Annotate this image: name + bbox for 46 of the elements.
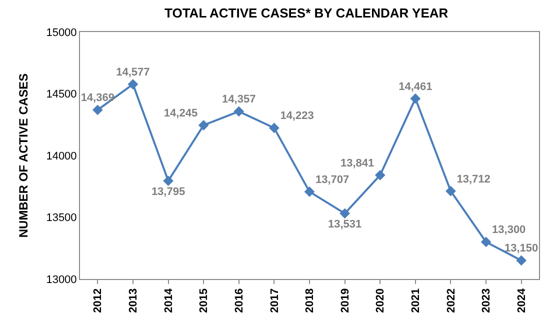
x-tick-label: 2021: [410, 288, 422, 313]
point: [92, 104, 103, 116]
data-label: 14,577: [116, 66, 150, 78]
x-tick-label: 2020: [374, 288, 387, 313]
chart-title: TOTAL ACTIVE CASES* BY CALENDAR YEAR: [164, 5, 449, 20]
x-tick-label: 2022: [445, 288, 458, 313]
y-tick-label: 13000: [46, 274, 77, 286]
data-label: 13,707: [316, 174, 350, 186]
x-tick-label: 2018: [304, 288, 316, 313]
x-tick-label: 2016: [233, 288, 246, 313]
point: [268, 122, 280, 134]
data-label: 13,841: [340, 157, 374, 170]
data-label: 13,795: [151, 186, 186, 198]
data-label: 13,150: [504, 242, 538, 255]
x-tick-label: 2023: [480, 288, 493, 313]
y-tick-label: 14500: [46, 88, 77, 101]
data-label: 14,245: [164, 107, 198, 120]
x-tick-label: 2017: [268, 288, 281, 313]
point: [374, 170, 386, 180]
point: [340, 208, 350, 219]
x-tick-label: 2015: [198, 288, 210, 313]
x-tick-label: 2014: [162, 288, 175, 313]
point: [163, 176, 174, 186]
y-tick-label: 15000: [46, 26, 77, 39]
data-label: 13,531: [328, 218, 362, 231]
data-label: 14,461: [398, 80, 432, 93]
data-label: 13,300: [492, 224, 526, 236]
data-label: 14,357: [222, 94, 256, 106]
x-tick-label: 2019: [339, 288, 352, 313]
point: [234, 106, 244, 117]
point: [410, 93, 421, 104]
y-tick-label: 13500: [46, 212, 77, 224]
point: [480, 236, 492, 248]
y-tick-label: 14000: [46, 150, 77, 162]
data-label: 13,712: [456, 173, 490, 186]
point: [516, 255, 527, 266]
point: [304, 186, 315, 197]
y-axis-title: NUMBER OF ACTIVE CASES: [16, 73, 31, 238]
point: [128, 79, 138, 90]
x-tick-label: 2012: [92, 288, 104, 313]
point: [446, 186, 456, 196]
data-label: 14,369: [80, 92, 114, 104]
data-label: 14,223: [280, 110, 314, 122]
x-tick-label: 2013: [128, 288, 140, 313]
point: [198, 120, 209, 130]
x-tick-label: 2024: [516, 288, 528, 313]
